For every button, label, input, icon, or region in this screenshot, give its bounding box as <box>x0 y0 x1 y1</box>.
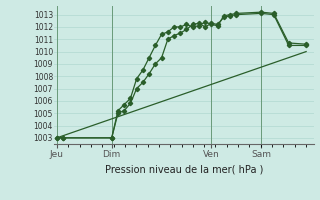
X-axis label: Pression niveau de la mer( hPa ): Pression niveau de la mer( hPa ) <box>105 164 263 174</box>
